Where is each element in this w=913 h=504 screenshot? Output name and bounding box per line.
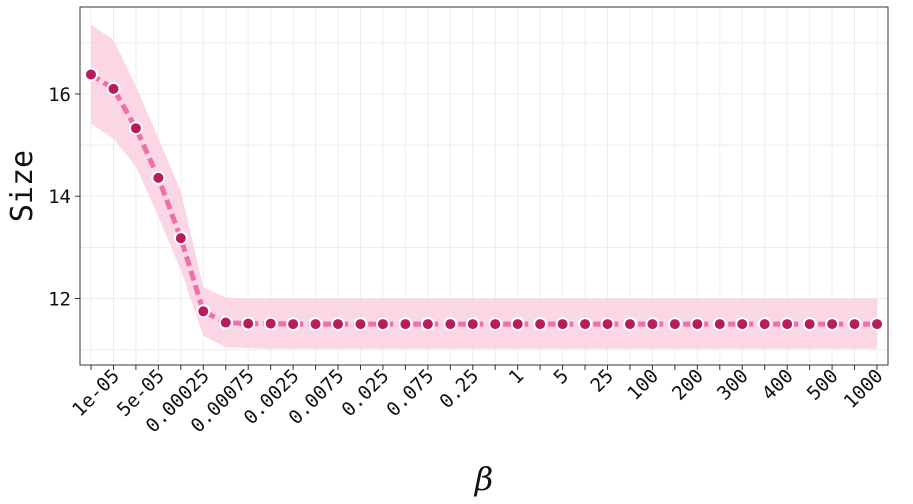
plot-frame (79, 6, 889, 366)
data-point (488, 317, 503, 332)
x-axis-ticks: 1e-055e-050.000250.000750.00250.00750.02… (68, 365, 888, 437)
x-tick-label: 5 (549, 365, 573, 389)
data-point (712, 317, 727, 332)
data-point (263, 316, 278, 331)
data-point (128, 121, 143, 136)
data-point (196, 304, 211, 319)
confidence-band-layer (91, 24, 877, 349)
data-point (443, 317, 458, 332)
y-axis-ticks: 12 14 16 (48, 84, 80, 311)
data-point (757, 317, 772, 332)
data-point (173, 231, 188, 246)
x-tick-label: 400 (758, 365, 798, 405)
y-axis-title: Size (5, 150, 40, 222)
data-point (375, 317, 390, 332)
data-point (308, 317, 323, 332)
data-point (510, 317, 525, 332)
confidence-band (91, 24, 877, 349)
data-point (241, 316, 256, 331)
series-marker-layer (84, 67, 884, 332)
data-point (735, 317, 750, 332)
x-tick-label: 1 (505, 365, 529, 389)
data-point (420, 317, 435, 332)
x-tick-label: 1e-05 (68, 365, 124, 421)
x-tick-label: 500 (803, 365, 843, 405)
data-point (780, 317, 795, 332)
x-tick-label: 300 (713, 365, 753, 405)
x-tick-label: 0.25 (435, 365, 483, 413)
y-tick-label: 12 (48, 289, 71, 311)
data-point (622, 317, 637, 332)
x-tick-label: 0.075 (382, 365, 438, 421)
data-point (84, 67, 98, 82)
x-tick-label: 0.025 (337, 365, 393, 421)
data-point (802, 317, 817, 332)
x-axis-title: β (474, 460, 494, 498)
x-tick-label: 100 (623, 365, 663, 405)
data-point (667, 317, 682, 332)
data-point (398, 317, 413, 332)
data-point (578, 317, 593, 332)
data-point (847, 317, 862, 332)
data-point (825, 317, 840, 332)
data-point (106, 81, 121, 96)
data-point (465, 317, 480, 332)
data-point (870, 317, 884, 332)
data-point (151, 170, 166, 185)
data-point (600, 317, 615, 332)
data-point (331, 317, 346, 332)
x-tick-label: 1000 (840, 365, 888, 413)
data-point (286, 317, 301, 332)
y-tick-label: 14 (48, 186, 71, 208)
y-tick-label: 16 (48, 84, 71, 106)
data-point (555, 317, 570, 332)
x-tick-label: 25 (586, 365, 618, 397)
data-point (690, 317, 705, 332)
data-point (353, 317, 368, 332)
x-tick-label: 200 (668, 365, 708, 405)
data-point (533, 317, 548, 332)
data-point (218, 315, 233, 330)
data-point (645, 317, 660, 332)
